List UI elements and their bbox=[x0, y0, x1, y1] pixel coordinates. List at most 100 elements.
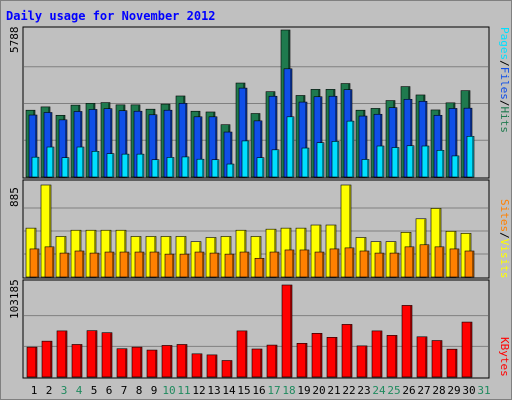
panel-visits: 885 Sites/Visits bbox=[8, 179, 511, 279]
legend-separator: / bbox=[498, 232, 511, 239]
sites-bar-shade bbox=[97, 253, 99, 277]
sites-bar bbox=[149, 251, 160, 278]
pages-bar bbox=[331, 141, 340, 178]
sites-bar bbox=[389, 252, 400, 278]
x-tick-label: 31 bbox=[477, 384, 490, 397]
kbytes-bar-shade bbox=[35, 347, 37, 377]
pages-bar bbox=[466, 136, 475, 178]
pages-bar-shade bbox=[97, 151, 99, 177]
sites-bar-shade bbox=[202, 252, 204, 277]
files-bar-shade bbox=[140, 111, 142, 177]
sites-bar bbox=[29, 248, 40, 278]
visits-bar-shade bbox=[49, 185, 51, 277]
kbytes-bar bbox=[266, 344, 278, 378]
sites-bar bbox=[209, 252, 220, 278]
x-tick-label: 19 bbox=[297, 384, 310, 397]
pages-bar-shade bbox=[367, 159, 369, 177]
x-tick-label: 10 bbox=[162, 384, 175, 397]
kbytes-bar-shade bbox=[410, 305, 412, 377]
x-tick-label: 15 bbox=[237, 384, 250, 397]
sites-bar-shade bbox=[142, 252, 144, 277]
pages-bar-shade bbox=[127, 154, 129, 177]
kbytes-bar-shade bbox=[350, 324, 352, 377]
x-tick-label: 3 bbox=[61, 384, 68, 397]
legend-sites: Sites bbox=[498, 199, 511, 232]
kbytes-bar bbox=[296, 342, 308, 378]
panel-daily-usage: 5788 Pages/Files/Hits bbox=[8, 26, 511, 179]
kbytes-bar bbox=[431, 340, 443, 378]
pages-bar bbox=[421, 145, 430, 178]
pages-bar bbox=[166, 157, 175, 178]
legend-files: Files bbox=[498, 67, 511, 100]
files-bar-shade bbox=[320, 97, 322, 177]
sites-bar-shade bbox=[82, 251, 84, 277]
sites-bar bbox=[194, 251, 205, 278]
x-tick-label: 8 bbox=[136, 384, 143, 397]
kbytes-bar-shade bbox=[395, 335, 397, 377]
pages-bar-shade bbox=[412, 146, 414, 177]
sites-bar bbox=[44, 246, 55, 278]
x-tick-label: 17 bbox=[267, 384, 280, 397]
kbytes-bar-shade bbox=[365, 346, 367, 377]
kbytes-bar-shade bbox=[380, 331, 382, 377]
files-bar-shade bbox=[365, 116, 367, 177]
files-bar-shade bbox=[35, 115, 37, 177]
x-tick-label: 20 bbox=[312, 384, 325, 397]
kbytes-bar bbox=[341, 324, 353, 378]
pages-bar-shade bbox=[217, 160, 219, 177]
kbytes-bar bbox=[191, 353, 203, 378]
pages-bar-shade bbox=[397, 148, 399, 177]
x-tick-label: 6 bbox=[106, 384, 113, 397]
sites-bar-shade bbox=[352, 248, 354, 277]
kbytes-bar-shade bbox=[290, 285, 292, 377]
x-tick-label: 18 bbox=[282, 384, 295, 397]
sites-bar bbox=[59, 252, 70, 278]
files-bar-shade bbox=[110, 109, 112, 177]
sites-bar-shade bbox=[37, 249, 39, 277]
files-bar-shade bbox=[170, 110, 172, 177]
legend-separator: / bbox=[498, 100, 511, 107]
pages-bar bbox=[196, 158, 205, 178]
panel-1-max-label: 5788 bbox=[8, 27, 21, 54]
files-bar-shade bbox=[65, 120, 67, 177]
kbytes-bar-shade bbox=[185, 344, 187, 377]
x-tick-label: 22 bbox=[342, 384, 355, 397]
sites-bar bbox=[269, 251, 280, 278]
kbytes-bar-shade bbox=[260, 349, 262, 377]
pages-bar-shade bbox=[157, 160, 159, 177]
x-tick-label: 1 bbox=[31, 384, 38, 397]
pages-bar-shade bbox=[247, 141, 249, 177]
legend-kbytes: KBytes bbox=[498, 337, 511, 377]
kbytes-bar bbox=[371, 330, 383, 378]
kbytes-bar-shade bbox=[320, 333, 322, 377]
files-bar-shade bbox=[215, 117, 217, 177]
sites-bar-shade bbox=[217, 253, 219, 277]
sites-bar bbox=[434, 246, 445, 278]
sites-bar-shade bbox=[247, 252, 249, 277]
x-tick-label: 2 bbox=[46, 384, 53, 397]
kbytes-bar bbox=[326, 337, 338, 378]
kbytes-bar bbox=[356, 345, 368, 378]
sites-bar-shade bbox=[322, 252, 324, 277]
sites-bar bbox=[299, 249, 310, 278]
x-tick-label: 16 bbox=[252, 384, 265, 397]
x-tick-label: 26 bbox=[402, 384, 415, 397]
panel-2-max-label: 885 bbox=[8, 187, 21, 207]
files-bar-shade bbox=[440, 115, 442, 177]
kbytes-bar-shade bbox=[440, 341, 442, 377]
panel-1-axis-label: Pages/Files/Hits bbox=[498, 27, 511, 133]
kbytes-bar-shade bbox=[455, 349, 457, 377]
kbytes-bar bbox=[236, 330, 248, 378]
sites-bar-shade bbox=[172, 254, 174, 277]
kbytes-bar bbox=[461, 321, 473, 378]
files-bar-shade bbox=[230, 132, 232, 177]
sites-bar bbox=[254, 257, 265, 278]
files-bar-shade bbox=[275, 96, 277, 177]
kbytes-bar-shade bbox=[335, 337, 337, 377]
x-tick-label: 29 bbox=[447, 384, 460, 397]
pages-bar bbox=[46, 146, 55, 178]
kbytes-bar-shade bbox=[170, 345, 172, 377]
svg-text:KBytes: KBytes bbox=[498, 337, 511, 377]
kbytes-bar-shade bbox=[125, 349, 127, 377]
